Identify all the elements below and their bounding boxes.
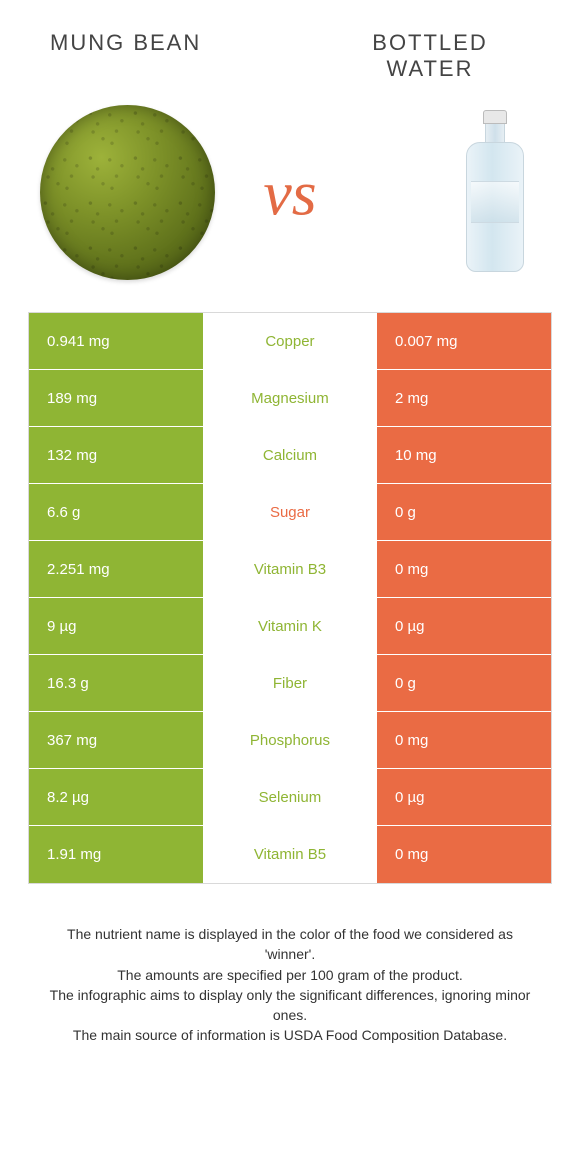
nutrient-name: Phosphorus — [203, 712, 377, 768]
header: Mung bean Bottled water — [0, 0, 580, 92]
table-row: 1.91 mgVitamin B50 mg — [29, 826, 551, 883]
table-row: 6.6 gSugar0 g — [29, 484, 551, 541]
footer-line-3: The infographic aims to display only the… — [40, 985, 540, 1026]
bottle-image — [450, 102, 540, 282]
title-right: Bottled water — [330, 30, 530, 82]
table-row: 8.2 µgSelenium0 µg — [29, 769, 551, 826]
table-row: 132 mgCalcium10 mg — [29, 427, 551, 484]
footer-line-2: The amounts are specified per 100 gram o… — [40, 965, 540, 985]
nutrient-name: Sugar — [203, 484, 377, 540]
left-value: 132 mg — [29, 427, 203, 483]
left-value: 0.941 mg — [29, 313, 203, 369]
left-value: 8.2 µg — [29, 769, 203, 825]
table-row: 9 µgVitamin K0 µg — [29, 598, 551, 655]
table-row: 2.251 mgVitamin B30 mg — [29, 541, 551, 598]
nutrient-name: Magnesium — [203, 370, 377, 426]
nutrient-name: Vitamin B5 — [203, 826, 377, 883]
right-value: 2 mg — [377, 370, 551, 426]
footer-notes: The nutrient name is displayed in the co… — [0, 884, 580, 1046]
table-row: 16.3 gFiber0 g — [29, 655, 551, 712]
footer-line-4: The main source of information is USDA F… — [40, 1025, 540, 1045]
right-value: 0.007 mg — [377, 313, 551, 369]
nutrient-name: Selenium — [203, 769, 377, 825]
left-value: 367 mg — [29, 712, 203, 768]
left-value: 16.3 g — [29, 655, 203, 711]
table-row: 189 mgMagnesium2 mg — [29, 370, 551, 427]
table-row: 0.941 mgCopper0.007 mg — [29, 313, 551, 370]
nutrient-name: Vitamin K — [203, 598, 377, 654]
right-value: 0 µg — [377, 598, 551, 654]
left-value: 9 µg — [29, 598, 203, 654]
nutrient-name: Vitamin B3 — [203, 541, 377, 597]
right-value: 0 mg — [377, 712, 551, 768]
left-value: 2.251 mg — [29, 541, 203, 597]
footer-line-1: The nutrient name is displayed in the co… — [40, 924, 540, 965]
right-value: 0 mg — [377, 826, 551, 883]
nutrient-name: Copper — [203, 313, 377, 369]
vs-label: vs — [263, 156, 316, 230]
right-value: 0 µg — [377, 769, 551, 825]
comparison-table: 0.941 mgCopper0.007 mg189 mgMagnesium2 m… — [28, 312, 552, 884]
left-value: 1.91 mg — [29, 826, 203, 883]
left-value: 189 mg — [29, 370, 203, 426]
right-value: 0 g — [377, 484, 551, 540]
left-value: 6.6 g — [29, 484, 203, 540]
right-value: 0 g — [377, 655, 551, 711]
right-value: 10 mg — [377, 427, 551, 483]
table-row: 367 mgPhosphorus0 mg — [29, 712, 551, 769]
right-value: 0 mg — [377, 541, 551, 597]
title-left: Mung bean — [50, 30, 250, 56]
images-row: vs — [0, 92, 580, 302]
nutrient-name: Fiber — [203, 655, 377, 711]
nutrient-name: Calcium — [203, 427, 377, 483]
mung-bean-image — [40, 105, 215, 280]
